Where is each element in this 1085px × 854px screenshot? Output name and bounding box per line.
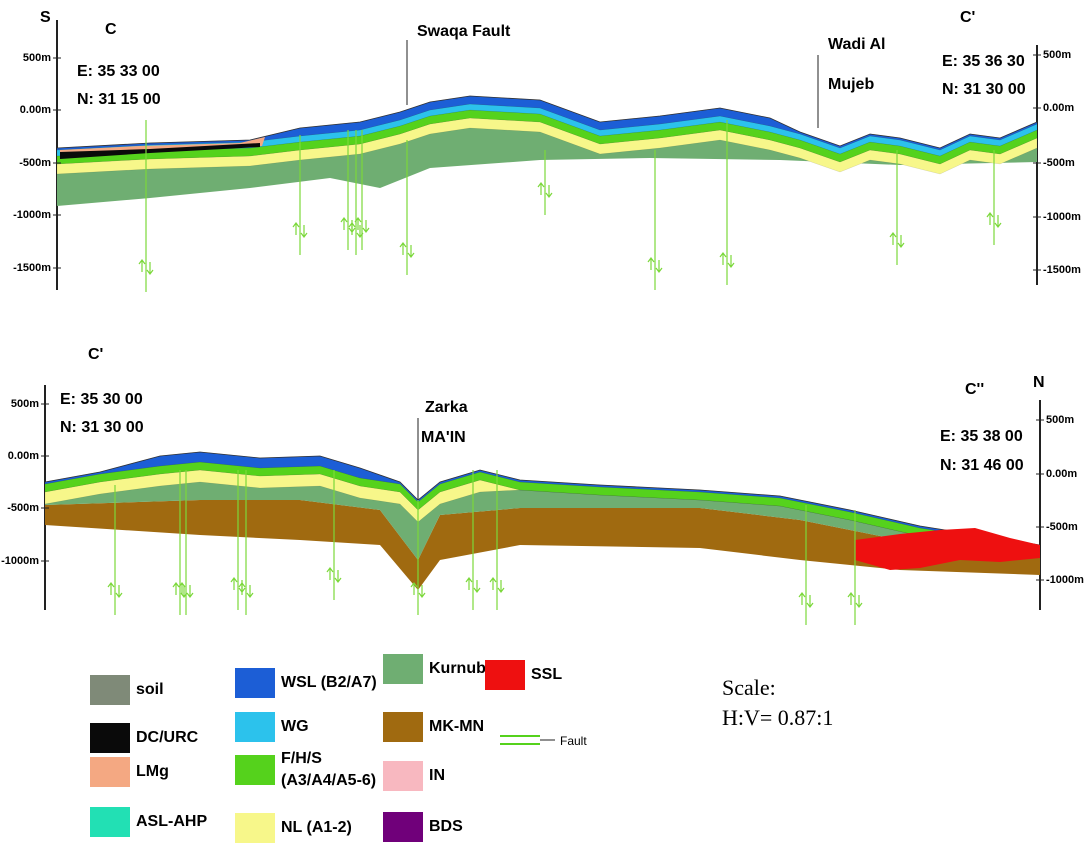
legend-swatch xyxy=(90,723,130,753)
axis-label: 0.00m xyxy=(1043,102,1074,114)
legend-label: SSL xyxy=(531,666,562,683)
scale-ratio: H:V= 0.87:1 xyxy=(722,705,833,730)
legend-label: BDS xyxy=(429,818,463,835)
legend-swatch xyxy=(90,757,130,787)
axis-label: -500m xyxy=(19,157,51,169)
coords: E: 35 30 00 xyxy=(60,391,143,408)
section-label: C' xyxy=(88,346,103,363)
legend-swatch xyxy=(90,807,130,837)
annotation: MA'IN xyxy=(421,429,466,446)
page: S C C' E: 35 33 00 N: 31 15 00 E: 35 36 … xyxy=(0,0,1085,854)
direction: N xyxy=(1033,374,1045,391)
legend-label: F/H/S xyxy=(281,750,322,767)
section-label: C' xyxy=(960,9,975,26)
axis-label: -1500m xyxy=(13,262,51,274)
axis-label: 0.00m xyxy=(1046,468,1077,480)
legend-swatch xyxy=(235,755,275,785)
legend-swatch xyxy=(383,761,423,791)
section-c-c1: S C C' E: 35 33 00 N: 31 15 00 E: 35 36 … xyxy=(13,9,1081,292)
coords: N: 31 30 00 xyxy=(60,419,144,436)
legend-label: IN xyxy=(429,767,445,784)
annotation: Swaqa Fault xyxy=(417,23,511,40)
annotation: Mujeb xyxy=(828,76,874,93)
legend-label: WSL (B2/A7) xyxy=(281,674,377,691)
annotation: Zarka xyxy=(425,399,468,416)
axis-label: -1000m xyxy=(13,209,51,221)
annotation: Wadi Al xyxy=(828,36,885,53)
legend-label: (A3/A4/A5-6) xyxy=(281,772,376,789)
axis-label: 0.00m xyxy=(20,104,51,116)
coords: N: 31 46 00 xyxy=(940,457,1024,474)
legend-label: LMg xyxy=(136,763,169,780)
coords: E: 35 38 00 xyxy=(940,428,1023,445)
axis-label: -1000m xyxy=(1046,574,1084,586)
legend-swatch xyxy=(383,812,423,842)
axis-label: -1500m xyxy=(1043,264,1081,276)
coords: N: 31 15 00 xyxy=(77,91,161,108)
axis-label: -1000m xyxy=(1043,211,1081,223)
axis-label: 500m xyxy=(1043,49,1071,61)
legend-swatch xyxy=(235,668,275,698)
axis-label: 500m xyxy=(11,398,39,410)
section-label: C xyxy=(105,21,117,38)
axis-label: -500m xyxy=(7,502,39,514)
legend-label: ASL-AHP xyxy=(136,813,207,830)
direction: S xyxy=(40,9,51,26)
legend-swatch xyxy=(383,712,423,742)
legend-label: WG xyxy=(281,718,309,735)
axis-label: 500m xyxy=(23,52,51,64)
axis-label: -1000m xyxy=(1,555,39,567)
legend-swatch xyxy=(90,675,130,705)
legend-label: Kurnub xyxy=(429,660,486,677)
scale-title: Scale: xyxy=(722,675,776,700)
legend-swatch xyxy=(383,654,423,684)
axis-label: -500m xyxy=(1043,157,1075,169)
fault-label: Fault xyxy=(560,734,587,748)
legend-label: DC/URC xyxy=(136,729,199,746)
legend-label: soil xyxy=(136,681,164,698)
axis-label: 0.00m xyxy=(8,450,39,462)
legend-swatch xyxy=(485,660,525,690)
axis-label: -500m xyxy=(1046,521,1078,533)
section-c1-c2: C' C'' N E: 35 30 00 N: 31 30 00 E: 35 3… xyxy=(1,346,1084,625)
coords: N: 31 30 00 xyxy=(942,81,1026,98)
legend-swatch xyxy=(235,712,275,742)
legend-label: NL (A1-2) xyxy=(281,819,352,836)
axis-label: 500m xyxy=(1046,414,1074,426)
legend-swatch xyxy=(235,813,275,843)
legend: Fault Scale: H:V= 0.87:1 soil DC/URC LMg AS… xyxy=(90,654,833,843)
coords: E: 35 36 30 xyxy=(942,53,1025,70)
legend-label: MK-MN xyxy=(429,718,484,735)
coords: E: 35 33 00 xyxy=(77,63,160,80)
section-label: C'' xyxy=(965,381,984,398)
